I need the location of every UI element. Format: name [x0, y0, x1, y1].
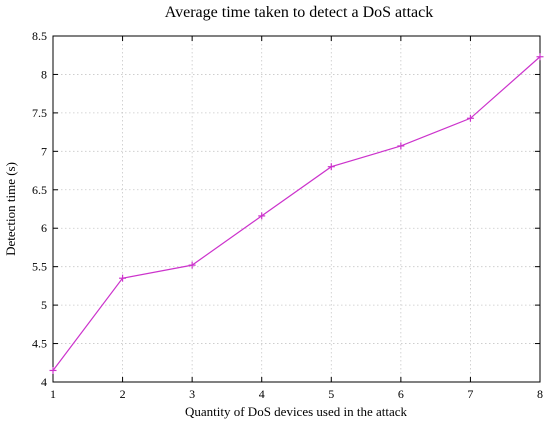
- x-tick-label: 2: [120, 387, 126, 401]
- y-axis-label: Detection time (s): [3, 162, 18, 256]
- y-tick-label: 7.5: [32, 106, 47, 120]
- x-tick-label: 1: [50, 387, 56, 401]
- data-point: [49, 366, 57, 374]
- x-tick-label: 6: [398, 387, 404, 401]
- x-tick-label: 3: [189, 387, 195, 401]
- y-tick-label: 7: [41, 144, 47, 158]
- y-tick-labels: 4 4.5 5 5.5 6 6.5 7 7.5 8 8.5: [32, 29, 47, 389]
- data-point: [397, 142, 405, 150]
- axis-ticks: [52, 35, 541, 383]
- y-tick-label: 5.5: [32, 260, 47, 274]
- x-axis-label: Quantity of DoS devices used in the atta…: [185, 404, 408, 419]
- chart-title: Average time taken to detect a DoS attac…: [165, 4, 433, 21]
- y-tick-label: 6: [41, 221, 47, 235]
- x-tick-label: 5: [328, 387, 334, 401]
- y-tick-label: 8.5: [32, 29, 47, 43]
- x-tick-labels: 1 2 3 4 5 6 7 8: [50, 387, 543, 401]
- x-tick-label: 8: [537, 387, 543, 401]
- data-point: [258, 212, 266, 220]
- y-tick-label: 6.5: [32, 183, 47, 197]
- data-point: [188, 261, 196, 269]
- series-line: [52, 56, 541, 371]
- data-point: [119, 274, 127, 282]
- data-point: [327, 163, 335, 171]
- plot-frame: [52, 35, 541, 383]
- y-tick-label: 5: [41, 298, 47, 312]
- grid-lines: [53, 36, 540, 382]
- x-tick-label: 4: [259, 387, 265, 401]
- x-tick-label: 7: [467, 387, 473, 401]
- y-tick-label: 4: [41, 375, 47, 389]
- y-tick-label: 8: [41, 67, 47, 81]
- series-group: [49, 53, 544, 374]
- y-tick-label: 4.5: [32, 337, 47, 351]
- data-point: [466, 114, 474, 122]
- data-point: [536, 53, 544, 61]
